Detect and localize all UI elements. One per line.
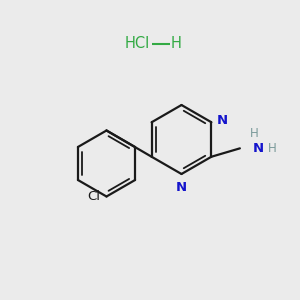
Text: N: N bbox=[253, 142, 264, 155]
Text: HCl: HCl bbox=[125, 36, 150, 51]
Text: N: N bbox=[176, 181, 187, 194]
Text: H: H bbox=[171, 36, 182, 51]
Text: H: H bbox=[268, 142, 277, 155]
Text: H: H bbox=[250, 127, 258, 140]
Text: N: N bbox=[217, 114, 228, 127]
Text: Cl: Cl bbox=[87, 190, 100, 203]
